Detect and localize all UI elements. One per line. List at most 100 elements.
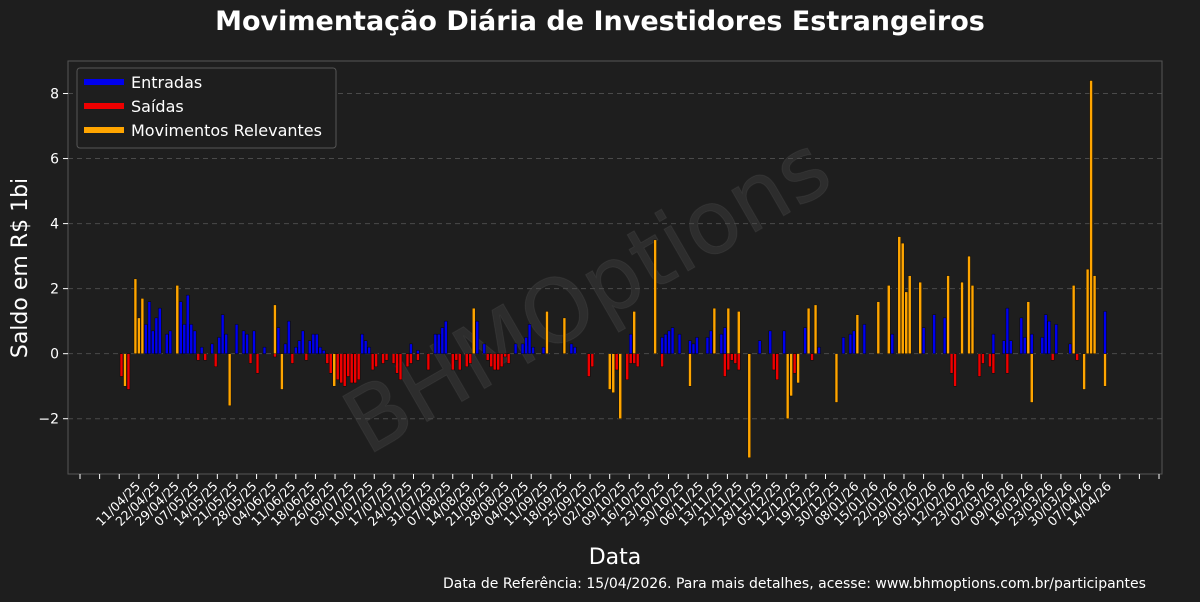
bar-entradas: [524, 337, 528, 354]
bar-entradas: [573, 346, 577, 354]
bar-saidas: [730, 353, 734, 361]
bar-entradas: [667, 330, 671, 354]
bar-saidas: [792, 353, 797, 374]
bar-entradas: [1068, 343, 1072, 354]
y-tick-label: 8: [50, 87, 59, 103]
bar-entradas: [193, 330, 197, 354]
bar-entradas: [852, 330, 856, 354]
bar-entradas: [1002, 340, 1006, 354]
bar-saidas: [977, 353, 982, 377]
bar-saidas: [953, 353, 957, 387]
bar-movimentos-relevantes: [280, 353, 284, 390]
bar-entradas: [144, 324, 148, 354]
bar-movimentos-relevantes: [618, 353, 622, 419]
y-tick-label: 0: [50, 347, 59, 363]
bar-saidas: [772, 353, 776, 371]
bar-saidas: [988, 353, 992, 367]
bar-saidas: [632, 353, 636, 364]
watermark: BHMOptions: [326, 114, 847, 474]
bar-saidas: [346, 353, 350, 377]
y-tick-label: −2: [38, 412, 59, 428]
bar-entradas: [363, 340, 368, 354]
bar-saidas: [615, 353, 619, 371]
bars: [119, 80, 1107, 458]
bar-entradas: [294, 346, 298, 354]
bar-entradas: [848, 333, 853, 354]
legend-swatch: [84, 127, 124, 133]
bar-saidas: [391, 353, 396, 364]
bar-saidas: [416, 353, 420, 361]
bar-saidas: [357, 353, 361, 380]
bar-entradas: [186, 294, 190, 354]
bar-movimentos-relevantes: [1089, 80, 1093, 354]
bar-entradas: [168, 330, 172, 354]
bar-movimentos-relevantes: [946, 275, 950, 354]
bar-saidas: [381, 353, 385, 364]
bar-movimentos-relevantes: [747, 353, 751, 458]
bar-entradas: [297, 340, 301, 354]
bar-movimentos-relevantes: [855, 314, 860, 354]
bar-movimentos-relevantes: [273, 304, 277, 354]
bar-entradas: [758, 340, 762, 354]
bar-movimentos-relevantes: [123, 353, 127, 387]
bar-entradas: [221, 314, 225, 354]
bar-movimentos-relevantes: [632, 311, 636, 354]
bar-saidas: [454, 353, 458, 361]
bar-saidas: [214, 353, 218, 367]
bar-movimentos-relevantes: [1030, 353, 1034, 403]
bar-entradas: [629, 333, 633, 354]
bar-entradas: [1054, 324, 1058, 354]
bar-entradas: [158, 307, 162, 354]
bar-saidas: [203, 353, 207, 361]
bar-entradas: [520, 343, 525, 354]
bar-saidas: [196, 353, 200, 361]
bar-entradas: [841, 337, 846, 354]
bar-movimentos-relevantes: [140, 298, 145, 354]
bar-entradas: [217, 337, 221, 354]
bar-movimentos-relevantes: [1085, 268, 1090, 354]
bar-movimentos-relevantes: [813, 304, 818, 354]
bar-saidas: [660, 353, 664, 367]
bar-saidas: [329, 353, 333, 374]
bar-movimentos-relevantes: [789, 353, 793, 397]
bar-saidas: [775, 353, 779, 380]
bar-saidas: [723, 353, 727, 377]
bar-entradas: [862, 324, 867, 354]
bar-entradas: [151, 330, 155, 354]
bar-entradas: [179, 301, 183, 354]
bar-movimentos-relevantes: [653, 239, 657, 354]
bar-entradas: [224, 333, 228, 354]
bar-entradas: [200, 346, 204, 354]
legend-label: Entradas: [131, 73, 202, 92]
bar-saidas: [384, 353, 389, 361]
bar-saidas: [374, 353, 378, 367]
bar-entradas: [695, 337, 699, 354]
bar-entradas: [322, 350, 326, 354]
bar-saidas: [325, 353, 329, 364]
bar-entradas: [1047, 320, 1051, 354]
x-axis: 11/04/2522/04/2529/04/2507/05/2514/05/25…: [79, 474, 1160, 529]
bar-movimentos-relevantes: [901, 242, 905, 354]
bar-entradas: [1044, 314, 1048, 354]
bar-entradas: [527, 324, 532, 354]
bar-saidas: [119, 353, 124, 377]
bar-saidas: [737, 353, 741, 371]
bar-movimentos-relevantes: [1026, 301, 1030, 354]
bar-entradas: [803, 327, 807, 354]
bar-saidas: [273, 353, 277, 358]
bar-entradas: [705, 337, 710, 354]
y-axis: −2 0 2 4 6 8: [38, 87, 68, 428]
bar-saidas: [636, 353, 640, 367]
bar-saidas: [350, 353, 354, 384]
bar-saidas: [949, 353, 954, 374]
bar-entradas: [147, 301, 152, 354]
bar-movimentos-relevantes: [786, 353, 790, 419]
bar-saidas: [465, 353, 469, 367]
bar-saidas: [458, 353, 462, 371]
bar-movimentos-relevantes: [608, 353, 612, 390]
bar-movimentos-relevantes: [960, 281, 964, 354]
bar-entradas: [440, 327, 444, 354]
bar-entradas: [1023, 337, 1027, 354]
bar-entradas: [691, 343, 696, 354]
